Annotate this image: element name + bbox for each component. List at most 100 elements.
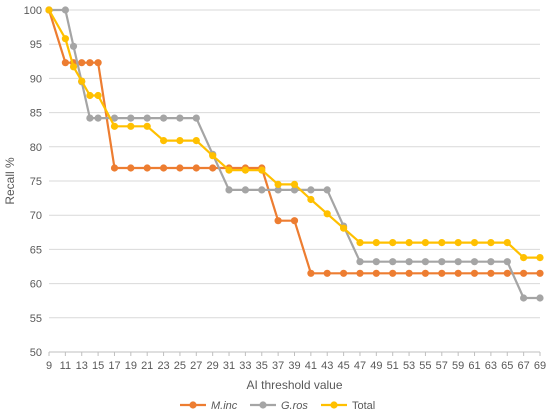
data-point <box>421 258 429 266</box>
y-axis-title: Recall % <box>3 157 17 205</box>
data-point <box>241 186 249 194</box>
data-point <box>241 166 249 174</box>
legend-label: G.ros <box>281 400 308 412</box>
x-tick-label: 21 <box>141 360 153 372</box>
data-point <box>192 164 200 172</box>
data-point <box>61 6 69 14</box>
data-point <box>274 180 282 188</box>
x-tick-label: 15 <box>92 360 104 372</box>
legend-label: M.inc <box>211 400 238 412</box>
data-point <box>487 258 495 266</box>
y-tick-label: 50 <box>30 347 42 359</box>
data-point <box>487 269 495 277</box>
data-point <box>372 239 380 247</box>
y-tick-label: 75 <box>30 176 42 188</box>
x-tick-label: 53 <box>403 360 415 372</box>
data-point <box>290 217 299 225</box>
x-tick-label: 9 <box>46 360 52 372</box>
data-point <box>389 258 397 266</box>
data-point <box>290 186 299 194</box>
data-point <box>110 164 119 172</box>
y-tick-label: 90 <box>30 73 42 85</box>
series-line <box>47 9 540 275</box>
data-point <box>274 186 282 194</box>
x-tick-label: 55 <box>419 360 431 372</box>
data-point <box>192 137 200 145</box>
y-tick-label: 60 <box>30 279 42 291</box>
data-point <box>258 186 266 194</box>
data-point <box>209 164 217 172</box>
x-tick-labels: 9 11 13 15 17 19 21 23 25 27 29 31 33 35 37 39 41 43 45 47 4… <box>46 352 546 372</box>
x-tick-label: 69 <box>534 360 546 372</box>
data-point <box>69 63 78 71</box>
data-point <box>61 35 69 43</box>
data-point <box>405 269 413 277</box>
y-tick-labels: 50 55 60 65 70 75 80 85 90 95 100 <box>24 5 42 359</box>
series-line <box>49 8 540 300</box>
data-point <box>290 180 299 188</box>
x-tick-label: 67 <box>518 360 530 372</box>
data-point <box>389 239 397 247</box>
data-point <box>323 186 331 194</box>
data-point <box>454 269 462 277</box>
x-tick-label: 65 <box>501 360 513 372</box>
series-group <box>45 6 544 302</box>
data-point <box>389 269 397 277</box>
x-tick-label: 59 <box>452 360 464 372</box>
data-point <box>356 239 364 247</box>
data-point <box>372 258 380 266</box>
x-tick-label: 41 <box>305 360 317 372</box>
x-tick-label: 37 <box>272 360 284 372</box>
x-tick-label: 17 <box>108 360 120 372</box>
series-total <box>45 6 544 262</box>
data-point <box>470 258 479 266</box>
data-point <box>94 114 102 122</box>
data-point <box>470 239 479 247</box>
data-point <box>307 269 315 277</box>
data-point <box>86 59 94 67</box>
data-point <box>274 217 282 225</box>
y-tick-label: 80 <box>30 142 42 154</box>
x-tick-label: 31 <box>223 360 235 372</box>
data-point <box>470 269 479 277</box>
x-tick-label: 13 <box>76 360 88 372</box>
y-tick-label: 55 <box>30 313 42 325</box>
data-point <box>176 137 184 145</box>
data-point <box>78 59 86 67</box>
data-point <box>307 195 315 204</box>
data-point <box>45 6 53 14</box>
data-point <box>454 258 462 266</box>
data-point <box>110 122 119 130</box>
data-point <box>356 269 364 277</box>
data-point <box>323 210 331 218</box>
data-point <box>160 137 168 145</box>
x-tick-label: 35 <box>256 360 268 372</box>
x-tick-label: 57 <box>436 360 448 372</box>
data-point <box>405 239 413 247</box>
data-point <box>520 254 528 262</box>
data-point <box>69 42 78 50</box>
data-point <box>143 164 151 172</box>
data-point <box>520 269 528 277</box>
data-point <box>503 269 511 277</box>
gridlines <box>49 9 540 319</box>
x-tick-label: 45 <box>337 360 349 372</box>
data-point <box>78 77 86 85</box>
data-point <box>340 269 348 277</box>
data-point <box>307 186 315 194</box>
data-point <box>536 294 544 302</box>
data-point <box>536 269 544 277</box>
data-point <box>127 114 135 122</box>
y-tick-label: 70 <box>30 210 42 222</box>
data-point <box>225 166 233 174</box>
data-point <box>160 114 168 122</box>
data-point <box>258 166 266 174</box>
series-m-inc <box>45 6 544 277</box>
data-point <box>454 239 462 247</box>
x-tick-label: 43 <box>321 360 333 372</box>
data-point <box>94 91 102 100</box>
data-point <box>86 114 94 122</box>
data-point <box>503 258 511 266</box>
data-point <box>520 294 528 302</box>
